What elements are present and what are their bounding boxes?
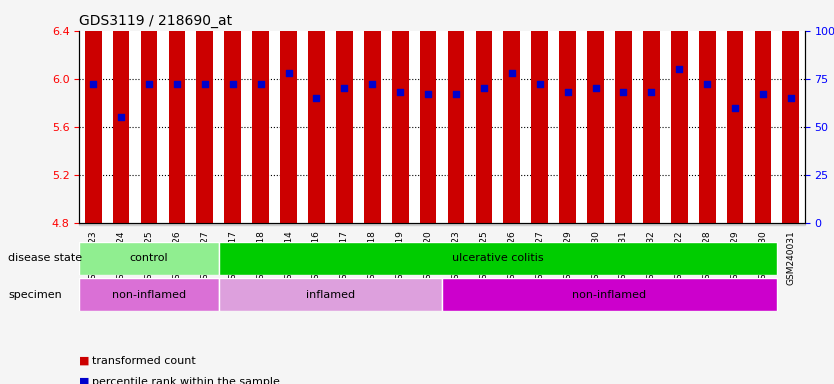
Bar <box>308 0 324 223</box>
Point <box>561 89 575 95</box>
Bar <box>671 0 687 223</box>
Bar <box>197 0 214 223</box>
Text: ■: ■ <box>79 377 90 384</box>
Point <box>533 81 546 88</box>
Point <box>198 81 212 88</box>
Bar <box>252 0 269 223</box>
Bar <box>782 0 799 223</box>
Bar <box>726 0 743 223</box>
Bar <box>364 0 380 223</box>
Bar <box>643 0 660 223</box>
Point <box>143 81 156 88</box>
Text: specimen: specimen <box>8 290 62 300</box>
Bar <box>113 0 129 223</box>
Bar <box>224 0 241 223</box>
Point <box>421 91 435 97</box>
FancyBboxPatch shape <box>442 278 777 311</box>
Point <box>114 114 128 120</box>
Text: non-inflamed: non-inflamed <box>572 290 646 300</box>
FancyBboxPatch shape <box>79 278 219 311</box>
Point <box>701 81 714 88</box>
Point <box>254 81 267 88</box>
Point <box>589 85 602 91</box>
Bar <box>531 0 548 223</box>
Point <box>338 85 351 91</box>
Bar <box>755 0 771 223</box>
Bar <box>504 0 520 223</box>
FancyBboxPatch shape <box>219 278 442 311</box>
Point <box>505 70 519 76</box>
Point <box>645 89 658 95</box>
Text: transformed count: transformed count <box>92 356 195 366</box>
Bar <box>141 0 158 223</box>
Point <box>477 85 490 91</box>
Point <box>394 89 407 95</box>
Point <box>170 81 183 88</box>
Text: non-inflamed: non-inflamed <box>112 290 186 300</box>
Point <box>282 70 295 76</box>
Point <box>226 81 239 88</box>
Text: ■: ■ <box>79 356 90 366</box>
Bar <box>280 0 297 223</box>
Text: ulcerative colitis: ulcerative colitis <box>452 253 544 263</box>
Point <box>450 91 463 97</box>
Bar <box>560 0 576 223</box>
Text: disease state: disease state <box>8 253 83 263</box>
Bar <box>336 0 353 223</box>
FancyBboxPatch shape <box>79 242 219 275</box>
Bar <box>168 0 185 223</box>
Bar <box>448 0 465 223</box>
Text: GDS3119 / 218690_at: GDS3119 / 218690_at <box>79 14 233 28</box>
Bar <box>420 0 436 223</box>
Point <box>728 104 741 111</box>
Text: control: control <box>129 253 168 263</box>
Bar <box>85 0 102 223</box>
Text: percentile rank within the sample: percentile rank within the sample <box>92 377 279 384</box>
Point <box>616 89 630 95</box>
Point <box>672 66 686 72</box>
Point <box>365 81 379 88</box>
Point <box>87 81 100 88</box>
Bar <box>699 0 716 223</box>
Bar <box>587 0 604 223</box>
Point <box>756 91 770 97</box>
Bar <box>475 0 492 223</box>
Bar <box>615 0 632 223</box>
Text: inflamed: inflamed <box>306 290 355 300</box>
Point <box>784 95 797 101</box>
FancyBboxPatch shape <box>219 242 777 275</box>
Bar <box>392 0 409 223</box>
Point <box>309 95 323 101</box>
